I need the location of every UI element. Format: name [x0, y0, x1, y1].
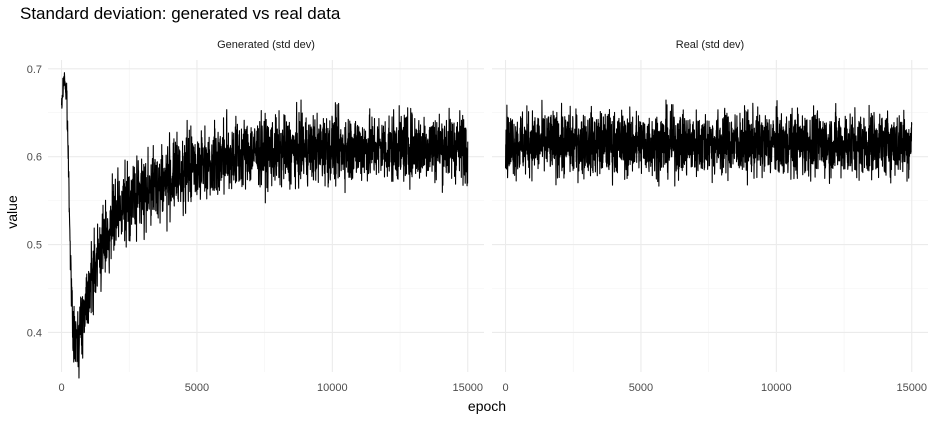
panel-real: Real (std dev) 0 5000 10000 15000 [492, 39, 928, 394]
strip-label-real: Real (std dev) [676, 39, 744, 51]
x-tick-label: 15000 [452, 382, 483, 394]
y-axis-title: value [4, 195, 20, 229]
x-tick-label: 5000 [629, 382, 653, 394]
x-ticks-generated: 0 5000 10000 15000 [58, 382, 483, 394]
panel-generated: Generated (std dev) 0 5000 10000 15000 [48, 39, 484, 394]
x-tick-label: 15000 [896, 382, 927, 394]
x-tick-label: 10000 [317, 382, 348, 394]
x-ticks-real: 0 5000 10000 15000 [502, 382, 927, 394]
strip-label-generated: Generated (std dev) [217, 39, 315, 51]
y-axis-ticks: 0.4 0.5 0.6 0.7 [27, 64, 42, 340]
x-tick-label: 0 [58, 382, 64, 394]
x-tick-label: 5000 [185, 382, 209, 394]
series-generated [60, 72, 469, 379]
x-axis-title: epoch [468, 398, 506, 414]
gridlines-real [492, 60, 928, 372]
x-tick-label: 0 [502, 382, 508, 394]
series-real [504, 99, 913, 187]
y-tick-label: 0.4 [27, 327, 42, 339]
y-tick-label: 0.6 [27, 152, 42, 164]
chart-title: Standard deviation: generated vs real da… [20, 4, 341, 23]
y-tick-label: 0.7 [27, 64, 42, 76]
y-tick-label: 0.5 [27, 240, 42, 252]
series-line [60, 72, 469, 379]
series-line [504, 99, 913, 187]
x-tick-label: 10000 [761, 382, 792, 394]
